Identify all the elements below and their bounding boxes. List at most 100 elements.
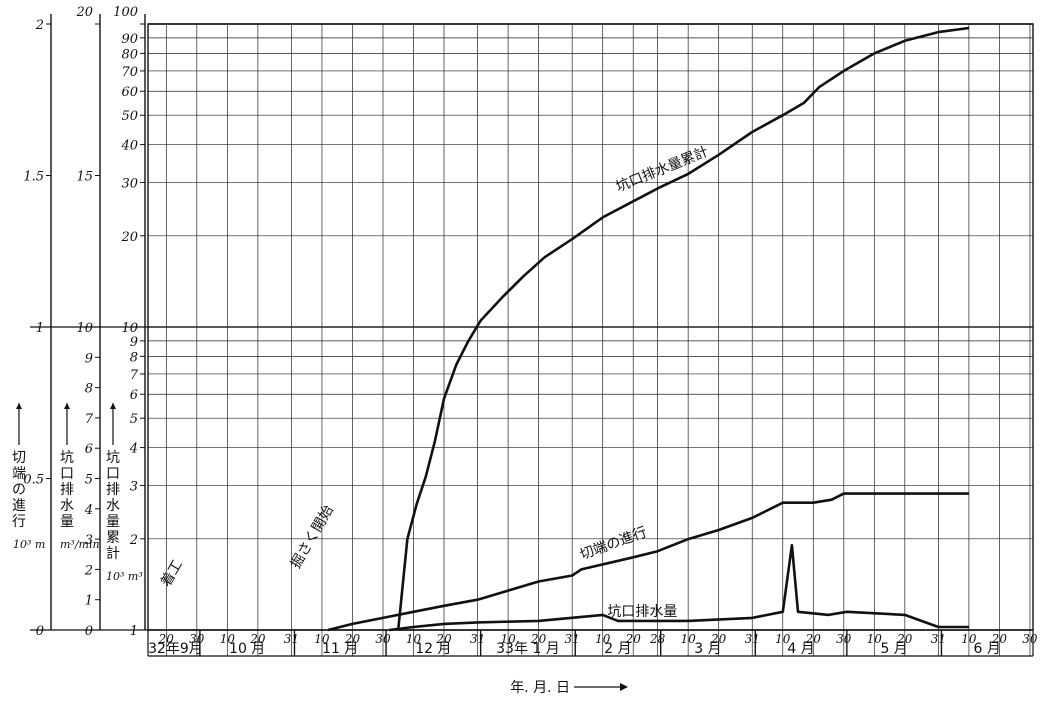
series-line xyxy=(396,26,970,631)
axis-advance-title-char: 切 xyxy=(12,450,26,466)
day-tick-label: 20 xyxy=(530,632,547,646)
x-axis-title: 年. 月. 日 xyxy=(510,680,570,696)
day-tick-label: 30 xyxy=(189,632,205,646)
tick-label-discharge: 5 xyxy=(85,473,93,488)
tick-label-cumulative: 3 xyxy=(130,479,138,494)
axis-cumulative-title-char: 坑 xyxy=(106,450,120,466)
tick-label-advance: 2 xyxy=(35,18,44,33)
month-label: 10 月 xyxy=(229,641,265,657)
tick-label-discharge: 2 xyxy=(84,563,93,578)
axis-cumulative-title-char: 計 xyxy=(106,546,120,562)
tick-label-cumulative: 80 xyxy=(121,47,138,62)
axis-advance-title-char: 端 xyxy=(12,466,26,482)
tick-label-cumulative: 9 xyxy=(130,335,138,350)
axis-discharge-unit: m³/min xyxy=(60,538,100,551)
day-tick-label: 20 xyxy=(710,632,727,646)
axis-cumulative-title-char: 水 xyxy=(106,498,120,514)
tick-label-discharge: 10 xyxy=(76,321,93,336)
axis-discharge-title-char: 量 xyxy=(60,514,74,530)
day-tick-label: 30 xyxy=(375,632,391,646)
day-tick-label: 10 xyxy=(961,632,977,646)
day-tick-label: 10 xyxy=(406,632,422,646)
month-label: 5 月 xyxy=(880,641,907,657)
axis-discharge-title-char: 口 xyxy=(60,466,74,482)
tick-label-advance: 1 xyxy=(36,321,44,336)
axis-advance-title-char: 行 xyxy=(12,514,26,530)
day-tick-label: 31 xyxy=(565,632,580,646)
axis-cumulative-title-char: 口 xyxy=(106,466,120,482)
tick-label-discharge: 15 xyxy=(76,170,93,185)
axis-advance-title-char: 進 xyxy=(12,498,26,514)
day-tick-label: 10 xyxy=(500,632,516,646)
day-tick-label: 28 xyxy=(649,632,666,646)
day-tick-label: 10 xyxy=(220,632,236,646)
tick-label-cumulative: 50 xyxy=(121,109,138,124)
series xyxy=(327,26,970,632)
day-tick-label: 10 xyxy=(681,632,697,646)
axis-cumulative-title-char: 累 xyxy=(106,530,120,546)
tick-label-discharge: 9 xyxy=(85,351,93,366)
tick-label-cumulative: 1 xyxy=(130,624,138,639)
axis-cumulative-title-char: 排 xyxy=(106,482,120,498)
tick-label-discharge: 0 xyxy=(85,624,93,639)
day-tick-label: 10 xyxy=(314,632,330,646)
series-line xyxy=(388,543,969,632)
axis-cumulative-title-char: 量 xyxy=(106,514,120,530)
day-tick-label: 20 xyxy=(158,632,175,646)
axis-discharge-title: 坑口排水量 xyxy=(60,450,74,530)
day-tick-label: 20 xyxy=(249,632,266,646)
month-label: 32年9月 xyxy=(148,641,203,657)
axis-discharge-arrow-head xyxy=(64,403,70,409)
day-tick-label: 31 xyxy=(470,632,485,646)
month-label: 6 月 xyxy=(974,641,1001,657)
month-label: 3 月 xyxy=(694,641,721,657)
month-label: 2 月 xyxy=(604,641,631,657)
day-tick-label: 30 xyxy=(1022,632,1038,646)
series-label: 切端の進行 xyxy=(578,524,649,563)
tick-label-cumulative: 30 xyxy=(121,176,138,191)
day-tick-label: 31 xyxy=(931,632,946,646)
axis-advance-unit: 10³ m xyxy=(13,538,45,551)
tick-label-cumulative: 20 xyxy=(120,230,138,245)
tick-label-discharge: 1 xyxy=(85,594,93,609)
tick-label-discharge: 20 xyxy=(75,5,93,20)
day-tick-label: 30 xyxy=(836,632,852,646)
tick-label-advance: 0.5 xyxy=(23,473,44,488)
axis-advance-title: 切端の進行 xyxy=(12,450,26,530)
axis-advance-arrow-head xyxy=(16,403,22,409)
tick-label-cumulative: 40 xyxy=(120,139,138,154)
axis-cumulative-unit: 10³ m³ xyxy=(106,570,143,583)
axis-discharge-title-char: 水 xyxy=(60,498,74,514)
tick-label-discharge: 4 xyxy=(84,503,93,518)
tick-label-cumulative: 100 xyxy=(113,5,138,20)
day-tick-label: 20 xyxy=(344,632,361,646)
annotation-label: 着工 xyxy=(158,557,186,589)
axis-cumulative-arrow-head xyxy=(110,403,116,409)
axis-advance-title-char: の xyxy=(12,482,26,498)
axis-cumulative-title: 坑口排水量累計 xyxy=(106,450,120,562)
tick-label-discharge: 7 xyxy=(85,412,94,427)
series-label: 坑口排水量 xyxy=(607,604,677,620)
day-tick-label: 31 xyxy=(745,632,760,646)
day-tick-label: 10 xyxy=(867,632,883,646)
grid xyxy=(30,23,1034,657)
series-line xyxy=(327,492,969,632)
tick-label-cumulative: 8 xyxy=(130,350,138,365)
month-label: 33年 1 月 xyxy=(496,641,560,657)
day-tick-label: 20 xyxy=(805,632,822,646)
tick-label-discharge: 6 xyxy=(85,442,93,457)
tick-label-discharge: 3 xyxy=(85,533,93,548)
tick-label-cumulative: 5 xyxy=(130,412,138,427)
day-tick-label: 20 xyxy=(991,632,1008,646)
tick-label-advance: 0 xyxy=(36,624,44,639)
tick-label-cumulative: 90 xyxy=(121,32,138,47)
annotation-label: 掘さく開始 xyxy=(288,503,337,572)
tick-label-discharge: 8 xyxy=(85,382,93,397)
month-label: 12 月 xyxy=(415,641,451,657)
axis-discharge-title-char: 坑 xyxy=(60,450,74,466)
tick-label-cumulative: 2 xyxy=(129,533,138,548)
tick-label-cumulative: 7 xyxy=(130,368,139,383)
day-tick-label: 10 xyxy=(595,632,611,646)
